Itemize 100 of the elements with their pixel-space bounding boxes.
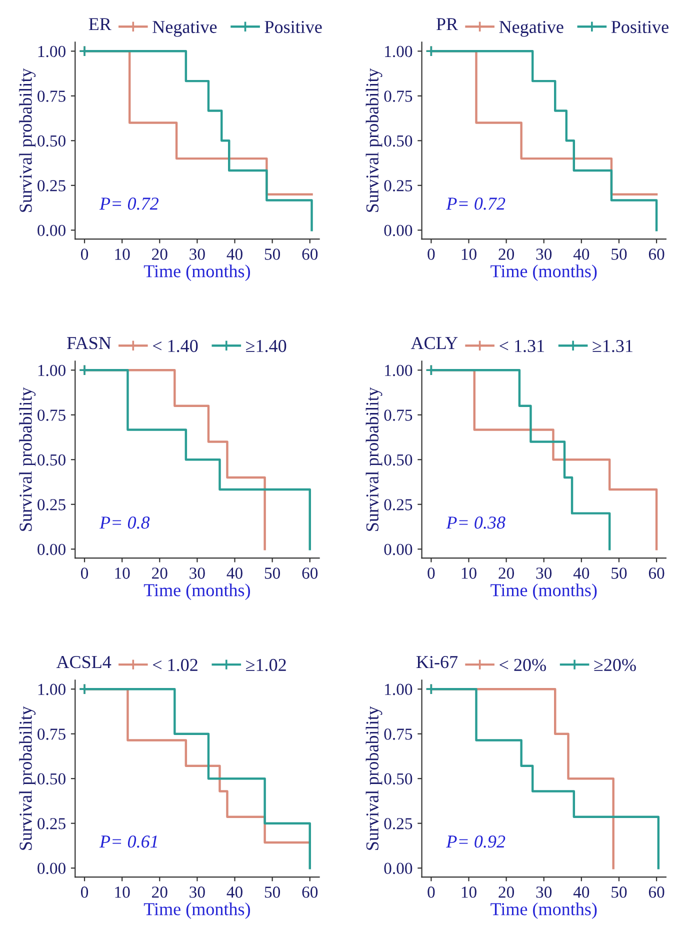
x-tick-label: 30 <box>190 886 205 898</box>
legend-label: Positive <box>611 20 668 34</box>
x-tick-label: 30 <box>190 568 205 579</box>
y-tick-label: 0.25 <box>384 499 412 510</box>
y-tick-label: 1.00 <box>38 46 66 58</box>
legend-label: ≥1.40 <box>246 340 286 352</box>
y-tick-label: 1.00 <box>385 684 412 696</box>
x-tick-label: 40 <box>573 886 590 898</box>
x-tick-label: 30 <box>536 568 552 579</box>
x-axis-title: Time (months) <box>490 902 597 919</box>
legend-label: Positive <box>264 20 322 34</box>
x-tick-label: 60 <box>302 248 318 260</box>
x-tick-label: 20 <box>152 886 168 898</box>
x-tick-label: 0 <box>80 886 88 898</box>
y-axis-title: Survival probability <box>366 706 382 850</box>
legend-title: ACSL4 <box>56 656 112 668</box>
y-tick-label: 0.50 <box>38 454 66 466</box>
annotation: P= 0.72 <box>446 198 506 210</box>
y-tick-label: 0.75 <box>38 728 66 740</box>
y-tick-label: 0.25 <box>38 180 66 192</box>
legend-title: ACLY <box>410 337 458 350</box>
y-tick-label: 0.50 <box>384 773 412 785</box>
x-axis-title: Time (months) <box>144 584 250 600</box>
legend-title: ER <box>88 18 112 30</box>
legend-title: FASN <box>67 337 111 350</box>
x-tick-label: 60 <box>648 886 664 898</box>
y-tick-label: 0.00 <box>38 544 66 556</box>
y-tick-label: 0.50 <box>384 135 412 147</box>
legend-title: PR <box>436 18 458 30</box>
y-tick-label: 0.00 <box>384 862 412 874</box>
x-tick-label: 40 <box>573 568 590 579</box>
x-axis-title: Time (months) <box>144 264 250 282</box>
y-tick-label: 1.00 <box>385 46 412 58</box>
x-tick-label: 10 <box>115 568 130 579</box>
y-axis-title: Survival probability <box>19 706 36 850</box>
y-tick-label: 1.00 <box>38 684 66 696</box>
y-axis-title: Survival probability <box>19 387 36 531</box>
legend-label: < 1.02 <box>153 658 198 672</box>
x-axis-title: Time (months) <box>490 584 597 600</box>
x-tick-label: 30 <box>536 248 552 260</box>
y-tick-label: 0.75 <box>384 90 412 102</box>
x-tick-label: 20 <box>498 248 514 260</box>
y-tick-label: 0.00 <box>38 224 66 236</box>
x-tick-label: 10 <box>115 886 130 898</box>
annotation: P= 0.72 <box>99 198 158 210</box>
legend-label: ≥1.02 <box>246 658 286 672</box>
x-tick-label: 40 <box>573 248 590 260</box>
x-tick-label: 0 <box>80 568 88 579</box>
legend-label: ≥20% <box>594 658 636 672</box>
x-tick-label: 30 <box>190 248 205 260</box>
x-tick-label: 20 <box>152 568 168 579</box>
y-tick-label: 0.75 <box>38 410 66 421</box>
x-tick-label: 50 <box>264 568 280 579</box>
y-tick-label: 0.00 <box>384 224 412 236</box>
legend-label: Negative <box>152 20 217 37</box>
x-tick-label: 50 <box>612 248 627 260</box>
x-tick-label: 50 <box>612 568 627 579</box>
annotation: P= 0.61 <box>99 835 157 848</box>
x-tick-label: 60 <box>648 248 664 260</box>
y-tick-label: 0.00 <box>38 862 66 874</box>
x-tick-label: 20 <box>152 248 168 260</box>
y-axis-title: Survival probability <box>19 68 36 212</box>
y-tick-label: 0.50 <box>38 773 66 785</box>
legend-label: Negative <box>499 20 564 37</box>
y-tick-label: 0.50 <box>384 454 412 466</box>
annotation: P= 0.92 <box>446 835 506 848</box>
legend-label: < 1.31 <box>500 340 544 352</box>
x-tick-label: 60 <box>302 568 318 579</box>
x-tick-label: 0 <box>428 886 435 898</box>
x-axis-title: Time (months) <box>490 264 597 282</box>
y-tick-label: 0.25 <box>38 499 66 510</box>
x-tick-label: 60 <box>648 568 664 579</box>
x-tick-label: 10 <box>462 886 476 898</box>
y-tick-label: 0.50 <box>38 135 66 147</box>
x-tick-label: 10 <box>462 248 476 260</box>
y-tick-label: 0.25 <box>384 180 412 192</box>
x-tick-label: 50 <box>612 886 627 898</box>
x-tick-label: 0 <box>428 248 435 260</box>
x-tick-label: 60 <box>302 886 318 898</box>
annotation: P= 0.8 <box>99 516 150 529</box>
x-tick-label: 40 <box>226 248 242 260</box>
legend-title: Ki-67 <box>416 656 458 668</box>
x-tick-label: 0 <box>80 248 88 260</box>
x-tick-label: 40 <box>226 568 242 579</box>
x-tick-label: 10 <box>115 248 130 260</box>
x-tick-label: 50 <box>264 886 280 898</box>
y-tick-label: 0.75 <box>384 410 412 421</box>
x-axis-title: Time (months) <box>144 902 250 919</box>
y-tick-label: 0.25 <box>384 818 412 830</box>
legend-label: < 20% <box>500 658 546 672</box>
x-tick-label: 30 <box>536 886 552 898</box>
y-tick-label: 1.00 <box>385 364 412 376</box>
y-tick-label: 0.75 <box>38 90 66 102</box>
y-tick-label: 0.00 <box>384 544 412 556</box>
x-tick-label: 20 <box>498 568 514 579</box>
y-tick-label: 0.25 <box>38 818 66 830</box>
y-tick-label: 0.75 <box>384 728 412 740</box>
annotation: P= 0.38 <box>446 516 506 529</box>
x-tick-label: 50 <box>264 248 280 260</box>
y-axis-title: Survival probability <box>366 68 382 212</box>
